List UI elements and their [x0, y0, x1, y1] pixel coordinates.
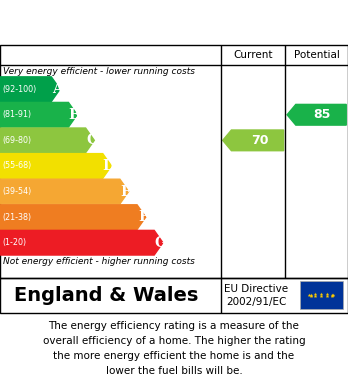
Polygon shape — [0, 205, 146, 230]
Text: Not energy efficient - higher running costs: Not energy efficient - higher running co… — [3, 256, 195, 265]
Text: EU Directive
2002/91/EC: EU Directive 2002/91/EC — [224, 283, 288, 307]
Polygon shape — [0, 154, 111, 178]
Polygon shape — [223, 130, 284, 151]
Text: D: D — [103, 159, 115, 173]
Polygon shape — [0, 128, 94, 152]
Polygon shape — [0, 102, 77, 127]
Text: A: A — [52, 82, 63, 96]
Polygon shape — [0, 77, 60, 102]
Text: Current: Current — [234, 50, 273, 60]
Text: F: F — [138, 210, 148, 224]
Text: (1-20): (1-20) — [3, 238, 27, 247]
Text: (92-100): (92-100) — [3, 85, 37, 94]
Text: (39-54): (39-54) — [3, 187, 32, 196]
Text: E: E — [121, 185, 131, 199]
Text: (55-68): (55-68) — [3, 161, 32, 170]
Text: (69-80): (69-80) — [3, 136, 32, 145]
Text: G: G — [155, 236, 166, 250]
Text: (21-38): (21-38) — [3, 213, 32, 222]
Text: 85: 85 — [313, 108, 331, 121]
Text: Potential: Potential — [294, 50, 340, 60]
Text: The energy efficiency rating is a measure of the
overall efficiency of a home. T: The energy efficiency rating is a measur… — [43, 321, 305, 376]
Polygon shape — [0, 179, 129, 204]
Text: Very energy efficient - lower running costs: Very energy efficient - lower running co… — [3, 67, 196, 76]
Polygon shape — [287, 104, 346, 125]
Polygon shape — [0, 230, 163, 255]
Bar — [300, 281, 343, 309]
Text: (81-91): (81-91) — [3, 110, 32, 119]
Text: Energy Efficiency Rating: Energy Efficiency Rating — [7, 13, 254, 32]
Text: 70: 70 — [251, 134, 269, 147]
Text: England & Wales: England & Wales — [14, 286, 198, 305]
Text: B: B — [69, 108, 80, 122]
Text: C: C — [86, 133, 97, 147]
